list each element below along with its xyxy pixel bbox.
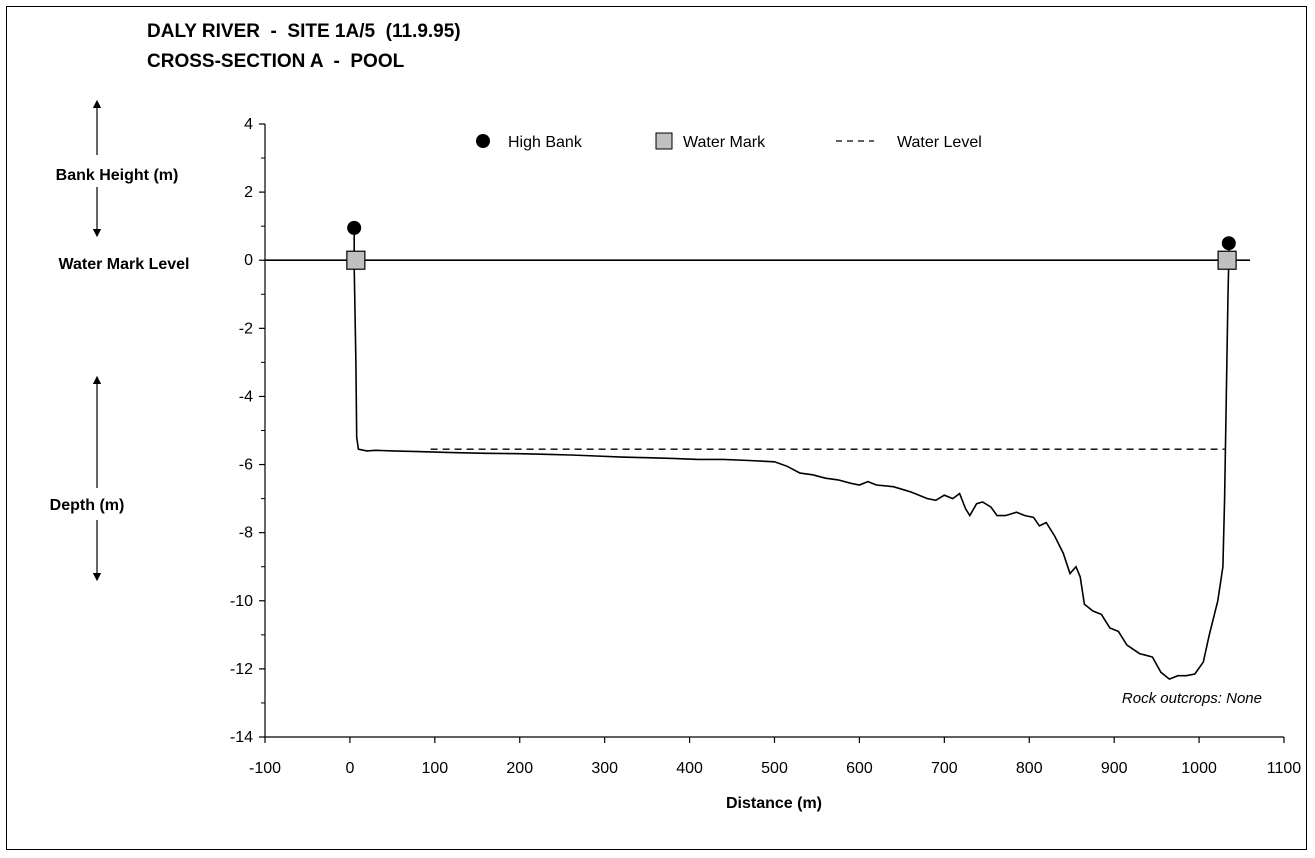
depth-label: Depth (m) <box>50 497 125 514</box>
rock-outcrops-note: Rock outcrops: None <box>1122 690 1262 707</box>
x-tick-label: 400 <box>676 760 703 777</box>
high-bank-point <box>347 220 362 235</box>
x-tick-label: -100 <box>249 760 281 777</box>
x-tick-label: 100 <box>421 760 448 777</box>
water-mark-level-label: Water Mark Level <box>58 256 189 273</box>
y-tick-label: 2 <box>244 184 253 201</box>
legend-high-bank-marker <box>476 134 490 148</box>
water-mark-point <box>346 250 366 270</box>
chart-title-line-2: CROSS-SECTION A - POOL <box>147 51 405 72</box>
chart-frame <box>6 6 1307 850</box>
legend: High Bank Water Mark Water Level <box>476 132 982 151</box>
x-tick-label: 200 <box>506 760 533 777</box>
legend-water-mark-marker <box>655 132 673 150</box>
legend-water-mark-label: Water Mark <box>683 134 766 151</box>
y-tick-label: 0 <box>244 252 253 269</box>
x-axis-title: Distance (m) <box>726 795 822 812</box>
y-tick-label: -14 <box>230 729 253 746</box>
x-tick-label: 500 <box>761 760 788 777</box>
x-tick-label: 700 <box>931 760 958 777</box>
x-tick-label: 900 <box>1101 760 1128 777</box>
y-tick-label: -4 <box>239 388 253 405</box>
x-tick-label: 1100 <box>1267 760 1302 777</box>
y-tick-label: -12 <box>230 661 253 678</box>
high-bank-point <box>1221 236 1236 251</box>
x-tick-label: 300 <box>591 760 618 777</box>
y-tick-label: 4 <box>244 116 253 133</box>
x-tick-label: 1000 <box>1181 760 1217 777</box>
x-tick-label: 600 <box>846 760 873 777</box>
bank-height-label: Bank Height (m) <box>56 167 179 184</box>
chart-title-line-1: DALY RIVER - SITE 1A/5 (11.9.95) <box>147 21 461 42</box>
cross-section-profile-line <box>353 227 1230 681</box>
water-mark-point <box>1217 250 1237 270</box>
x-tick-label: 800 <box>1016 760 1043 777</box>
legend-water-level-label: Water Level <box>897 134 982 151</box>
y-tick-label: -6 <box>239 457 253 474</box>
y-tick-label: -8 <box>239 525 253 542</box>
y-tick-label: -2 <box>239 320 253 337</box>
y-tick-label: -10 <box>230 593 253 610</box>
x-tick-label: 0 <box>345 760 354 777</box>
legend-high-bank-label: High Bank <box>508 134 583 151</box>
